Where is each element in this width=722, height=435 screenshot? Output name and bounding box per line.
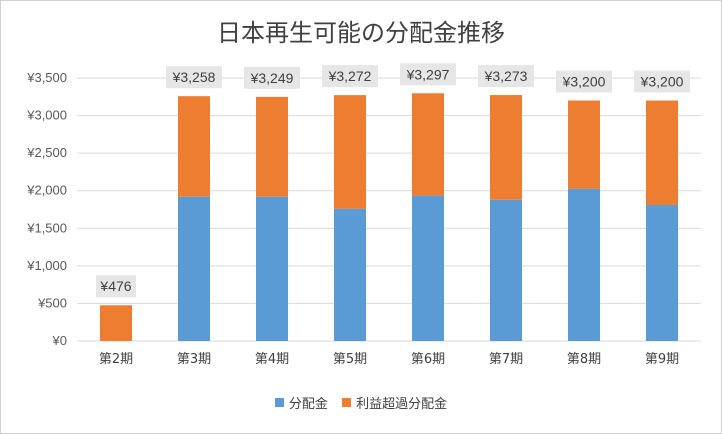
data-label-box <box>400 63 456 86</box>
legend-swatch-dividend <box>274 398 284 407</box>
data-label-total: ¥3,200 <box>640 74 684 90</box>
y-tick-label: ¥0 <box>52 333 67 348</box>
y-tick-label: ¥500 <box>37 295 67 310</box>
bar-excess-dividend <box>178 96 210 197</box>
bar-dividend <box>490 199 522 341</box>
data-label-total: ¥3,297 <box>406 66 450 82</box>
bar-dividend <box>646 204 678 341</box>
legend-swatch-excess-dividend <box>342 398 352 407</box>
data-label-total: ¥3,258 <box>172 69 216 85</box>
data-label-total: ¥3,273 <box>484 68 528 84</box>
x-tick-label: 第2期 <box>99 352 133 367</box>
bar-dividend <box>178 196 210 341</box>
data-label-box <box>556 70 612 93</box>
data-label-total: ¥476 <box>99 278 131 294</box>
bar-excess-dividend <box>646 100 678 205</box>
data-label-box <box>634 70 690 93</box>
data-label-total: ¥3,200 <box>562 74 606 90</box>
bar-excess-dividend <box>334 95 366 209</box>
x-tick-label: 第5期 <box>333 352 367 367</box>
bar-dividend <box>568 188 600 341</box>
data-label-total: ¥3,249 <box>250 70 294 86</box>
x-tick-label: 第3期 <box>177 352 211 367</box>
data-label-box <box>478 65 534 88</box>
legend-item-excess-dividend: 利益超過分配金 <box>342 393 447 412</box>
legend-item-dividend: 分配金 <box>274 393 328 412</box>
bar-excess-dividend <box>256 96 288 197</box>
x-tick-label: 第7期 <box>489 352 523 367</box>
y-tick-label: ¥3,500 <box>26 70 67 85</box>
x-tick-label: 第4期 <box>255 352 289 367</box>
data-label-box <box>322 65 378 88</box>
y-tick-label: ¥2,500 <box>26 145 67 160</box>
chart-title: 日本再生可能の分配金推移 <box>217 19 505 47</box>
bar-excess-dividend <box>568 100 600 189</box>
bar-dividend <box>256 196 288 341</box>
bar-excess-dividend <box>100 305 132 341</box>
bar-excess-dividend <box>490 95 522 200</box>
legend-label-dividend: 分配金 <box>288 397 328 412</box>
y-tick-label: ¥3,000 <box>26 108 67 123</box>
legend: 分配金 利益超過分配金 <box>1 393 721 412</box>
bar-dividend <box>334 208 366 341</box>
x-tick-label: 第9期 <box>645 352 679 367</box>
x-tick-label: 第8期 <box>567 352 601 367</box>
y-tick-label: ¥2,000 <box>26 183 67 198</box>
y-tick-label: ¥1,500 <box>26 220 67 235</box>
x-tick-label: 第6期 <box>411 352 445 367</box>
y-tick-label: ¥1,000 <box>26 258 67 273</box>
legend-label-excess-dividend: 利益超過分配金 <box>356 397 448 412</box>
data-label-box <box>244 66 300 89</box>
bar-dividend <box>412 195 444 341</box>
bar-excess-dividend <box>412 93 444 196</box>
data-label-box <box>96 275 136 298</box>
data-label-box <box>166 66 222 89</box>
data-label-total: ¥3,272 <box>328 68 372 84</box>
